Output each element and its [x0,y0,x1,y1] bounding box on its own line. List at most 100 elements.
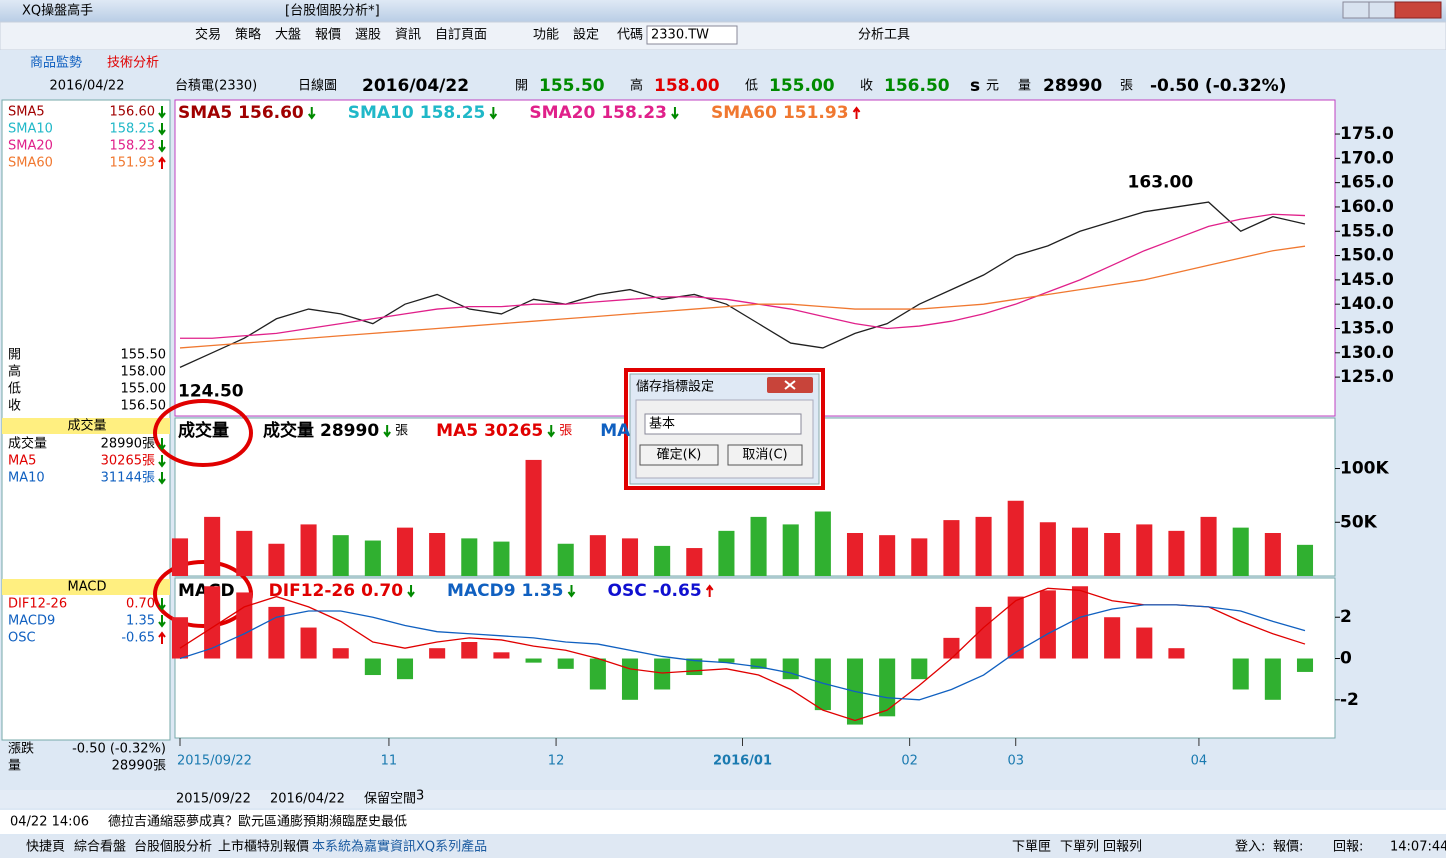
volume-bar [782,524,799,576]
trend-arrow [158,438,166,451]
osc-bar [493,652,510,659]
y-tick-label: 150.0 [1340,246,1394,266]
legend-name: OSC [608,581,647,601]
left-value: 151.93 [110,156,156,171]
y-tick-label: 100K [1340,459,1389,479]
left-label: SMA60 [8,156,53,171]
menu-item[interactable]: 資訊 [395,28,421,43]
menu-item[interactable]: 功能 [533,28,559,43]
osc-bar [1264,658,1281,700]
dialog-input[interactable] [644,413,802,435]
y-tick-label: 140.0 [1340,294,1394,314]
menu-item[interactable]: 報價 [315,28,341,43]
osc-bar [332,648,349,659]
trend-arrow [158,156,166,169]
menu-item[interactable]: 自訂頁面 [435,27,487,43]
left-label: 量 [8,759,21,774]
y-tick-label: 130.0 [1340,343,1394,363]
left-label: SMA5 [8,105,45,120]
left-label: 低 [8,382,21,397]
left-value: -0.50 (-0.32%) [72,742,166,757]
left-value: 28990張 [112,759,166,774]
volume-header-bg [2,418,170,434]
legend-name: MA5 [436,421,478,441]
task-tab[interactable]: 台股個股分析 [134,840,212,855]
volume-bar [686,548,703,576]
x-tick-label: 12 [548,754,565,769]
left-value: 31144張 [101,471,155,486]
osc-bar [525,658,542,663]
task-tab[interactable]: 快捷頁 [26,840,65,855]
menu-item[interactable]: 選股 [355,28,381,43]
task-right: 登入: [1235,840,1265,855]
volume-bar [268,543,285,576]
left-label: OSC [8,631,36,646]
menu-item[interactable]: 設定 [573,27,599,43]
legend-value: 158.23 [601,103,667,123]
cancel-button[interactable] [727,444,803,466]
menu-item[interactable]: 策略 [235,27,261,43]
trend-arrow [158,455,166,468]
trend-arrow [547,425,556,438]
volume-bar [332,535,349,576]
maximize-button[interactable] [1368,1,1396,19]
trend-arrow [705,584,714,597]
task-tab[interactable]: 綜合看盤 [74,839,126,855]
left-value: 156.50 [121,399,167,414]
vol-label: 量 [1018,79,1031,94]
trend-arrow [567,585,576,598]
menu-item[interactable]: 分析工具 [858,28,910,43]
y-tick-label: 2 [1340,607,1352,627]
menu-item[interactable]: 大盤 [275,28,301,43]
symbol-box[interactable] [646,25,738,45]
price-panel [174,99,1336,417]
reserve-n: 3 [416,789,424,804]
annotation: 124.50 [178,382,244,402]
left-value: -0.65 [121,631,155,646]
osc-bar [1232,658,1249,690]
minimize-button[interactable] [1342,1,1370,19]
y-tick-label: 160.0 [1340,197,1394,217]
legend-unit: 張 [559,424,572,439]
quote-value: 155.50 [539,76,605,96]
menu-item[interactable]: 交易 [195,27,221,43]
volume-bar [1104,533,1121,576]
volume-bar [589,535,606,576]
osc-bar [975,606,992,659]
left-value: 158.23 [110,139,156,154]
left-label: 成交量 [8,436,47,452]
left-value: 1.35 [126,614,155,629]
legend-unit: 張 [395,424,408,439]
left-label: MA10 [8,471,45,486]
task-right: 下單匣 [1012,840,1051,855]
trend-arrow [407,585,415,598]
left-label: SMA10 [8,122,53,137]
volume-bar [750,516,767,576]
legend-name: DIF12-26 [269,581,355,601]
tab: 技術分析 [107,56,159,71]
left-value: 155.50 [121,348,167,363]
stock-name: 台積電(2330) [175,79,257,94]
volume-bar [204,516,221,576]
osc-bar [557,658,574,669]
osc-bar [268,606,285,659]
left-value: 156.60 [110,105,156,120]
left-label: 開 [8,348,21,363]
change: -0.50 (-0.32%) [1150,76,1287,96]
close-button[interactable] [1394,1,1442,19]
legend-value: 158.25 [420,103,486,123]
volume-bar [396,527,414,576]
task-tab[interactable]: 上市櫃特別報價 [218,839,309,855]
menu-item[interactable]: 代碼 [617,28,643,43]
price-line [179,245,1306,349]
ok-button[interactable] [639,444,719,466]
osc-bar [621,658,639,700]
left-label: 收 [8,399,21,414]
x-tick-label: 02 [901,754,918,769]
task-right: 下單列 [1060,840,1099,855]
osc-bar [814,658,831,711]
volume-bar [1168,530,1185,576]
dialog-title: 儲存指標設定 [636,379,714,395]
osc-bar [236,592,253,659]
